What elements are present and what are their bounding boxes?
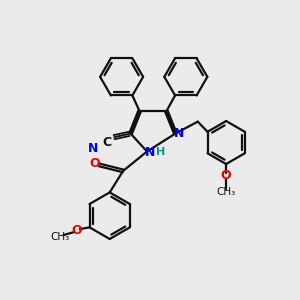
Text: O: O <box>221 169 232 182</box>
Text: CH₃: CH₃ <box>217 187 236 197</box>
Text: C: C <box>102 136 111 149</box>
Text: N: N <box>88 142 98 155</box>
Text: N: N <box>174 127 184 140</box>
Text: O: O <box>71 224 82 237</box>
Text: CH₃: CH₃ <box>51 232 70 242</box>
Text: N: N <box>145 146 155 159</box>
Text: H: H <box>156 147 165 157</box>
Text: O: O <box>90 157 101 170</box>
